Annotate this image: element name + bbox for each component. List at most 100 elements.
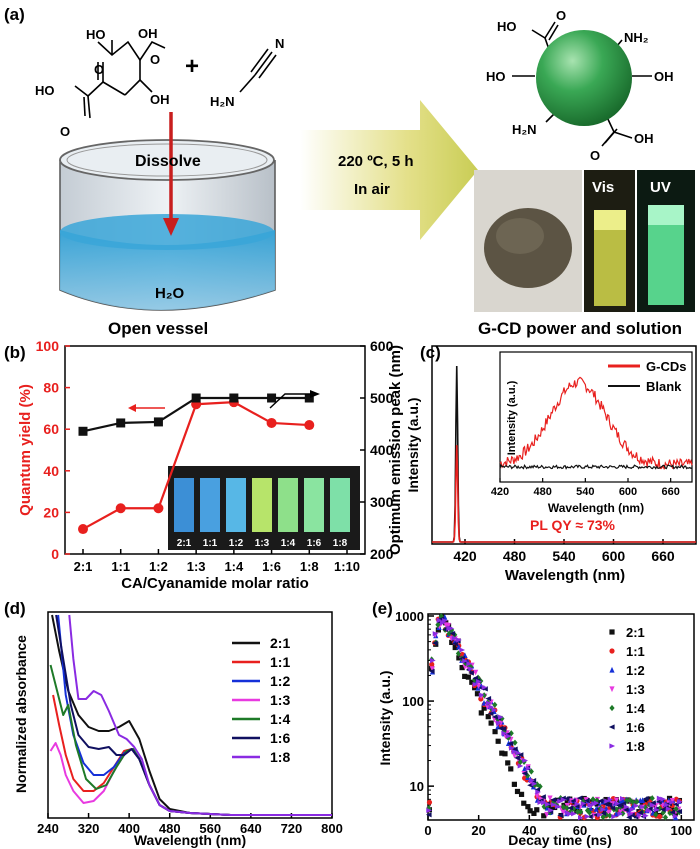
e-point: [488, 720, 494, 726]
e-point: [474, 691, 481, 697]
bond: [139, 79, 153, 93]
dot-oh-bottom: OH: [634, 131, 654, 146]
e-point: [587, 802, 594, 808]
e-legend-label: 1:1: [626, 644, 645, 659]
dot-ho-top: HO: [497, 19, 517, 34]
e-point: [515, 750, 522, 756]
e-point: [514, 788, 521, 795]
e-point: [575, 808, 581, 815]
e-point: [672, 813, 679, 819]
e-point: [472, 681, 479, 688]
d-legend-label: 1:2: [270, 673, 290, 689]
e-point: [459, 665, 465, 671]
e-y-tick-label: 10: [410, 779, 424, 794]
e-point: [627, 811, 634, 817]
e-point: [636, 812, 643, 818]
e-point: [584, 807, 591, 814]
b-point-emission-peak: [153, 417, 163, 427]
inset-vial-label: 1:6: [307, 538, 322, 549]
dot-nh2: NH₂: [624, 30, 649, 45]
e-point: [611, 814, 618, 820]
e-point: [465, 674, 471, 680]
e-point: [537, 799, 544, 806]
panel-e-ylabel: Intensity (a.u.): [377, 671, 393, 766]
e-point: [663, 802, 670, 808]
bond: [124, 79, 141, 96]
e-point: [613, 797, 620, 804]
c-x-tick-label: 480: [503, 548, 527, 564]
bond: [87, 95, 91, 119]
d-x-tick-label: 560: [199, 821, 221, 836]
e-x-tick-label: 40: [522, 823, 536, 838]
panel-b-series: [78, 393, 315, 535]
e-point: [499, 750, 505, 756]
e-point: [426, 807, 432, 814]
e-point: [560, 809, 566, 816]
e-point: [552, 804, 558, 811]
e-point: [531, 781, 538, 787]
d-x-tick-label: 720: [281, 821, 303, 836]
e-point: [676, 799, 683, 805]
e-point: [669, 809, 676, 815]
panel-c-inset-ylabel: Intensity (a.u.): [506, 380, 518, 455]
beaker-rim: [59, 139, 275, 181]
e-point: [492, 729, 498, 735]
e-point: [673, 805, 679, 813]
panel-d-legend: 2:1 1:1 1:2 1:3 1:4 1:6 1:8: [232, 635, 290, 765]
panel-c-series: [432, 365, 696, 543]
plus-sign: +: [185, 53, 199, 80]
inset-vial-label: 1:4: [281, 538, 296, 549]
e-point: [466, 661, 473, 667]
b-x-tick-label: 1:1: [111, 559, 130, 574]
panel-e-legend: 2:1 1:1 1:2 1:3 1:4 1:6 1:8: [608, 625, 646, 754]
e-point: [606, 809, 612, 816]
e-point: [495, 738, 501, 744]
bond: [87, 81, 104, 97]
e-point: [492, 701, 498, 708]
b-point-emission-peak: [78, 426, 88, 436]
e-point: [525, 804, 531, 810]
b-left-tick-label: 60: [43, 421, 59, 437]
e-point: [660, 796, 667, 802]
e-point: [491, 707, 498, 713]
e-point: [637, 810, 643, 816]
e-point: [521, 800, 527, 806]
b-point-emission-peak: [267, 393, 277, 403]
d-series-line: [57, 614, 332, 816]
e-legend-label: 1:4: [626, 701, 646, 716]
e-point: [639, 800, 645, 806]
ca-ho-left: HO: [35, 83, 55, 98]
legend-label-gcds: G-CDs: [646, 359, 686, 374]
e-point: [507, 741, 514, 747]
e-point: [578, 808, 584, 815]
e-point: [512, 739, 518, 746]
cyanamide-n: N: [275, 36, 284, 51]
e-point: [616, 802, 623, 809]
e-point: [534, 807, 540, 813]
panel-b-x-axis: 2:1 1:1 1:2 1:3 1:4 1:6 1:8 1:10: [74, 549, 360, 574]
e-point: [511, 749, 518, 755]
dot-oh-right: OH: [654, 69, 674, 84]
ca-ho-top: HO: [86, 27, 106, 42]
e-point: [642, 796, 649, 802]
b-point-quantum-yield: [153, 503, 164, 514]
e-point: [557, 812, 563, 819]
e-point: [478, 696, 484, 702]
e-point: [468, 670, 474, 676]
e-point: [524, 772, 531, 779]
e-point: [475, 685, 481, 691]
panel-a-label: (a): [4, 5, 25, 24]
citric-acid-bonds-top: [97, 40, 166, 62]
e-point: [517, 752, 524, 758]
e-point: [475, 674, 481, 681]
d-legend-label: 1:8: [270, 749, 290, 765]
b-point-quantum-yield: [266, 417, 277, 428]
d-series-line: [68, 614, 332, 816]
b-point-quantum-yield: [78, 524, 88, 535]
bond: [531, 29, 546, 39]
e-point: [547, 804, 553, 810]
e-point: [518, 791, 525, 797]
e-point: [435, 621, 441, 628]
e-point: [449, 630, 456, 637]
